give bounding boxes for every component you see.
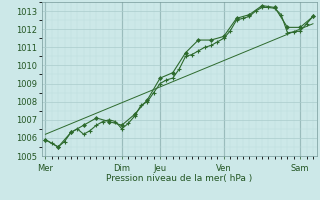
X-axis label: Pression niveau de la mer( hPa ): Pression niveau de la mer( hPa ) [106, 174, 252, 183]
